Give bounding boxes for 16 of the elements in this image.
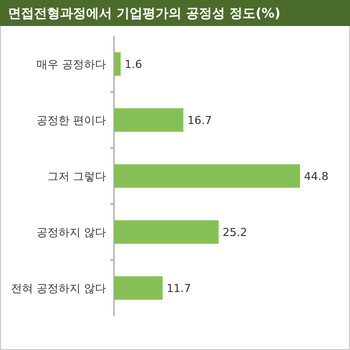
data-label: 1.6 (124, 58, 142, 71)
data-label: 16.7 (187, 114, 212, 127)
y-tick-label: 매우 공정하다 (36, 58, 106, 71)
y-tick-label: 공정한 편이다 (36, 114, 106, 127)
bar (114, 164, 300, 188)
y-tick-label: 전혀 공정하지 않다 (11, 282, 106, 295)
data-label: 44.8 (304, 170, 328, 183)
chart-title: 면접전형과정에서 기업평가의 공정성 정도(%) (8, 6, 280, 22)
bar (114, 276, 163, 300)
bar (114, 108, 184, 132)
y-tick-label: 공정하지 않다 (36, 226, 106, 239)
bar (114, 52, 121, 76)
bar (114, 220, 219, 244)
data-label: 25.2 (222, 226, 248, 239)
data-label: 11.7 (166, 282, 192, 295)
y-tick-label: 그저 그렇다 (48, 170, 106, 183)
